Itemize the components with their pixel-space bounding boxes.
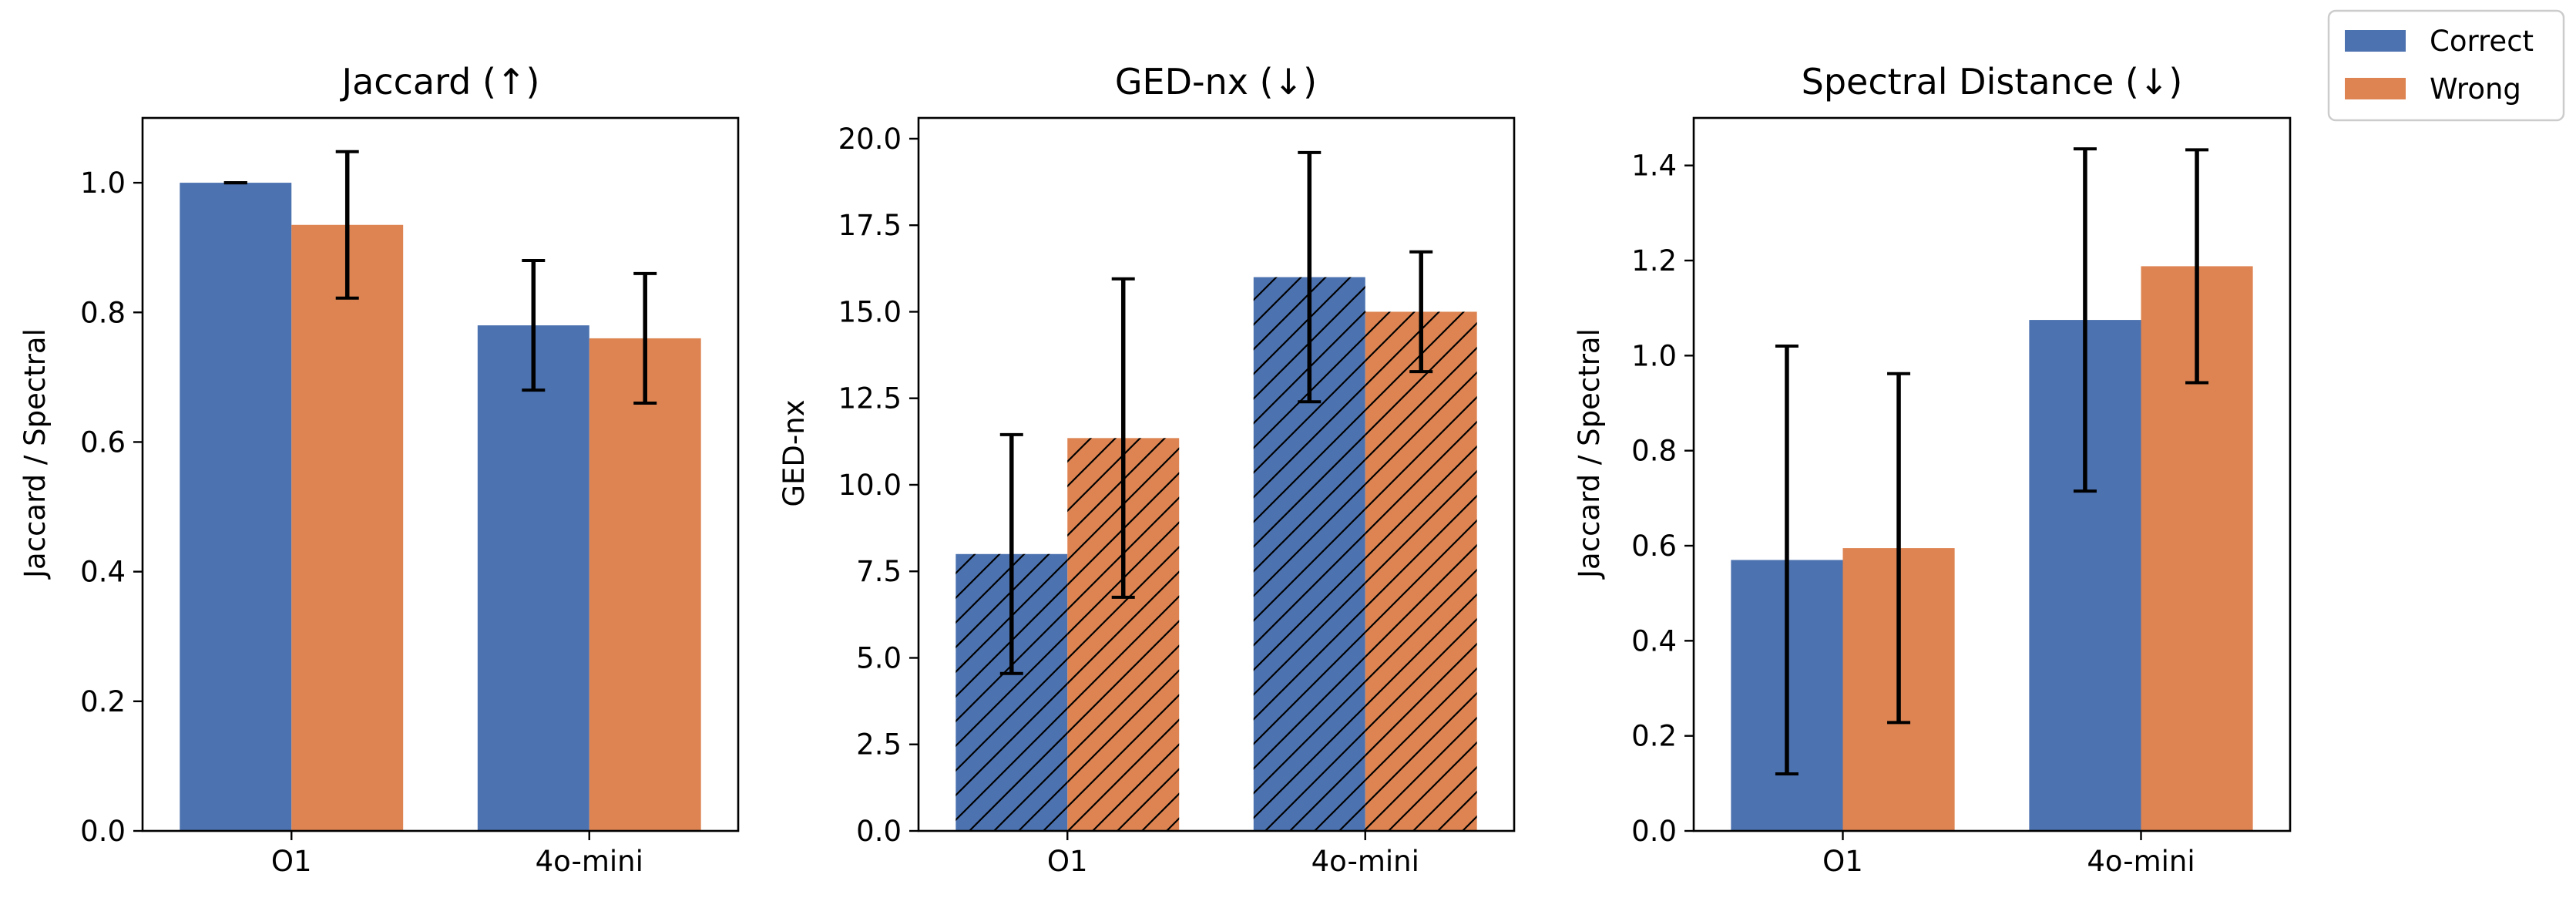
y-tick-label: 7.5: [856, 555, 902, 588]
legend-label-wrong: Wrong: [2430, 72, 2521, 106]
legend: Correct Wrong: [2327, 9, 2565, 122]
bar-hatch-wrong-4o-mini: [1365, 311, 1477, 831]
y-tick-label: 0.0: [856, 815, 902, 848]
plot-area: 0.0 0.2 0.4 0.6 0.8 1.0 1.2 1.4 O1 4o-mini: [1631, 116, 2292, 878]
plot-area: 0.0 0.2 0.4 0.6 0.8 1.0 O1 4o-mini: [80, 116, 740, 878]
y-tick-label: 0.4: [80, 556, 126, 589]
x-tick-label: 4o-mini: [2087, 845, 2195, 878]
y-tick-label: 0.6: [1631, 530, 1677, 563]
axes-frame: [141, 116, 740, 832]
x-tick-label: O1: [271, 845, 312, 878]
y-axis-label: GED-nx: [778, 399, 811, 506]
y-tick-label: 1.0: [80, 166, 126, 200]
y-tick-label: 0.0: [80, 815, 126, 848]
axes-frame: [917, 116, 1516, 832]
y-tick-label: 1.0: [1631, 339, 1677, 372]
y-axis-label-group: GED-nx: [778, 399, 811, 506]
y-tick-label: 15.0: [838, 295, 902, 328]
chart-panel-3: Spectral Distance (↓) Jaccard / Spectral…: [1573, 61, 2292, 878]
y-tick-label: 5.0: [856, 641, 902, 674]
bar-correct-4o-mini: [477, 325, 589, 831]
y-tick-label: 2.5: [856, 728, 902, 762]
chart-title: Jaccard (↑): [340, 61, 540, 103]
bar-wrong-4o-mini: [589, 338, 701, 832]
bar-wrong-o1: [291, 224, 404, 831]
bar-correct-o1: [180, 183, 292, 831]
legend-swatch-correct: [2345, 30, 2406, 52]
legend-label-correct: Correct: [2430, 25, 2534, 58]
chart-title: Spectral Distance (↓): [1802, 61, 2183, 103]
y-tick-label: 17.5: [838, 209, 902, 242]
axes-frame: [1692, 116, 2292, 832]
chart-title: GED-nx (↓): [1115, 61, 1317, 103]
x-tick-label: 4o-mini: [536, 845, 643, 878]
y-tick-label: 0.8: [80, 296, 126, 329]
chart-panel-1: Jaccard (↑) Jaccard / Spectral 0.0 0.2 0.4…: [18, 61, 740, 878]
y-tick-label: 0.2: [1631, 720, 1677, 753]
x-tick-label: 4o-mini: [1312, 845, 1419, 878]
y-axis-label: Jaccard / Spectral: [1573, 328, 1606, 580]
y-tick-label: 1.4: [1631, 150, 1677, 183]
y-tick-label: 0.8: [1631, 435, 1677, 468]
x-tick-label: O1: [1047, 845, 1088, 878]
y-tick-label: 12.5: [838, 382, 902, 415]
y-tick-label: 1.2: [1631, 244, 1677, 277]
y-tick-label: 0.0: [1631, 815, 1677, 848]
chart-panel-2: GED-nx (↓) GED-nx 0.0 2.5 5.0 7.5 10.0 12.5 15…: [778, 61, 1516, 878]
y-tick-label: 10.0: [838, 469, 902, 502]
y-axis-label-group: Jaccard / Spectral: [18, 328, 52, 580]
legend-swatch-wrong: [2345, 78, 2406, 99]
y-tick-label: 20.0: [838, 123, 902, 156]
y-tick-label: 0.2: [80, 685, 126, 718]
plot-area: 0.0 2.5 5.0 7.5 10.0 12.5 15.0 17.5 20.0 O1 4o-min…: [838, 116, 1516, 878]
y-tick-label: 0.6: [80, 425, 126, 459]
y-axis-label: Jaccard / Spectral: [18, 328, 52, 580]
x-tick-label: O1: [1822, 845, 1863, 878]
y-tick-label: 0.4: [1631, 624, 1677, 657]
y-axis-label-group: Jaccard / Spectral: [1573, 328, 1606, 580]
